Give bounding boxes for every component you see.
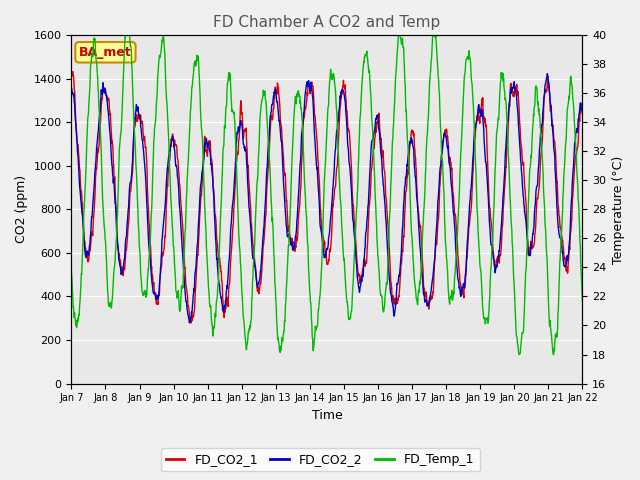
Title: FD Chamber A CO2 and Temp: FD Chamber A CO2 and Temp	[213, 15, 440, 30]
Y-axis label: Temperature (°C): Temperature (°C)	[612, 156, 625, 264]
Text: BA_met: BA_met	[79, 46, 132, 59]
X-axis label: Time: Time	[312, 409, 342, 422]
Legend: FD_CO2_1, FD_CO2_2, FD_Temp_1: FD_CO2_1, FD_CO2_2, FD_Temp_1	[161, 448, 479, 471]
Y-axis label: CO2 (ppm): CO2 (ppm)	[15, 175, 28, 243]
